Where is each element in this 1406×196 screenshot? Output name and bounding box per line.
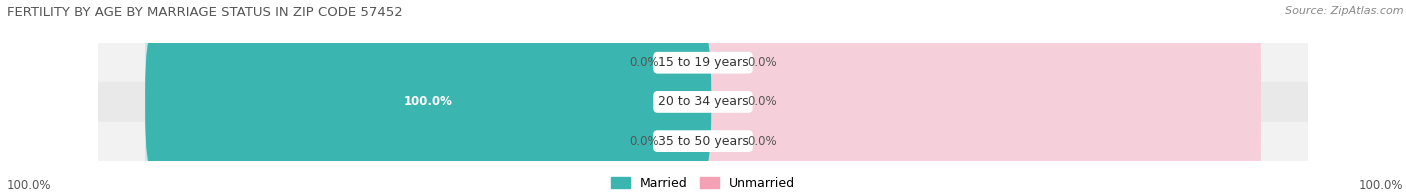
Text: 0.0%: 0.0% (630, 56, 659, 69)
Bar (98, 122, 1308, 161)
Bar (98, 43, 1308, 82)
Text: 20 to 34 years: 20 to 34 years (658, 95, 748, 108)
FancyBboxPatch shape (695, 0, 1261, 132)
Text: 0.0%: 0.0% (747, 135, 776, 148)
Text: 100.0%: 100.0% (404, 95, 453, 108)
Text: 0.0%: 0.0% (747, 56, 776, 69)
Text: 0.0%: 0.0% (747, 95, 776, 108)
FancyBboxPatch shape (145, 33, 711, 171)
FancyBboxPatch shape (695, 72, 1261, 196)
Text: 0.0%: 0.0% (630, 135, 659, 148)
Text: 15 to 19 years: 15 to 19 years (658, 56, 748, 69)
FancyBboxPatch shape (145, 0, 711, 132)
Text: 100.0%: 100.0% (7, 179, 52, 192)
Legend: Married, Unmarried: Married, Unmarried (612, 177, 794, 190)
Bar (98, 82, 1308, 122)
FancyBboxPatch shape (695, 33, 1261, 171)
Text: FERTILITY BY AGE BY MARRIAGE STATUS IN ZIP CODE 57452: FERTILITY BY AGE BY MARRIAGE STATUS IN Z… (7, 6, 402, 19)
Text: 35 to 50 years: 35 to 50 years (658, 135, 748, 148)
Text: 100.0%: 100.0% (1358, 179, 1403, 192)
Text: Source: ZipAtlas.com: Source: ZipAtlas.com (1285, 6, 1403, 16)
FancyBboxPatch shape (145, 33, 711, 171)
FancyBboxPatch shape (145, 72, 711, 196)
